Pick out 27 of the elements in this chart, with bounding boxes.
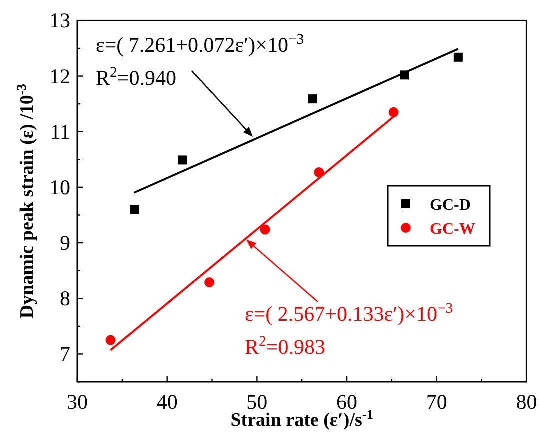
y-tick-label: 12 — [50, 64, 70, 88]
x-tick-label: 30 — [67, 390, 88, 414]
y-tick-label: 10 — [50, 175, 70, 200]
y-tick-label: 11 — [50, 120, 70, 144]
annotation: R$^{2}$=0.983 — [245, 334, 326, 359]
y-tick-label: 8 — [60, 286, 70, 311]
point — [106, 335, 116, 346]
y-tick-label: 7 — [60, 342, 70, 366]
point — [178, 156, 188, 165]
point — [454, 52, 463, 62]
x-tick-label: 60 — [336, 390, 358, 414]
annotation: ε=( 7.261+0.072ε′)×10$^{−3}$ — [96, 32, 304, 57]
annotation: R$^{2}$=0.940 — [96, 65, 176, 90]
x-tick-label: 70 — [426, 390, 448, 414]
y-tick-label: 13 — [50, 8, 70, 33]
point — [260, 224, 270, 235]
point — [308, 94, 318, 104]
x-tick-label: 40 — [156, 390, 178, 414]
point — [204, 278, 215, 288]
legend-label: GC-W — [430, 221, 476, 238]
point — [130, 205, 140, 214]
point — [388, 107, 399, 118]
x-tick-label: 80 — [516, 390, 538, 414]
legend-label: GC-D — [430, 197, 471, 214]
annotation: ε=( 2.567+0.133ε′)×10$^{−3}$ — [245, 301, 454, 326]
y-tick-label: 9 — [60, 231, 70, 256]
point — [314, 167, 324, 178]
